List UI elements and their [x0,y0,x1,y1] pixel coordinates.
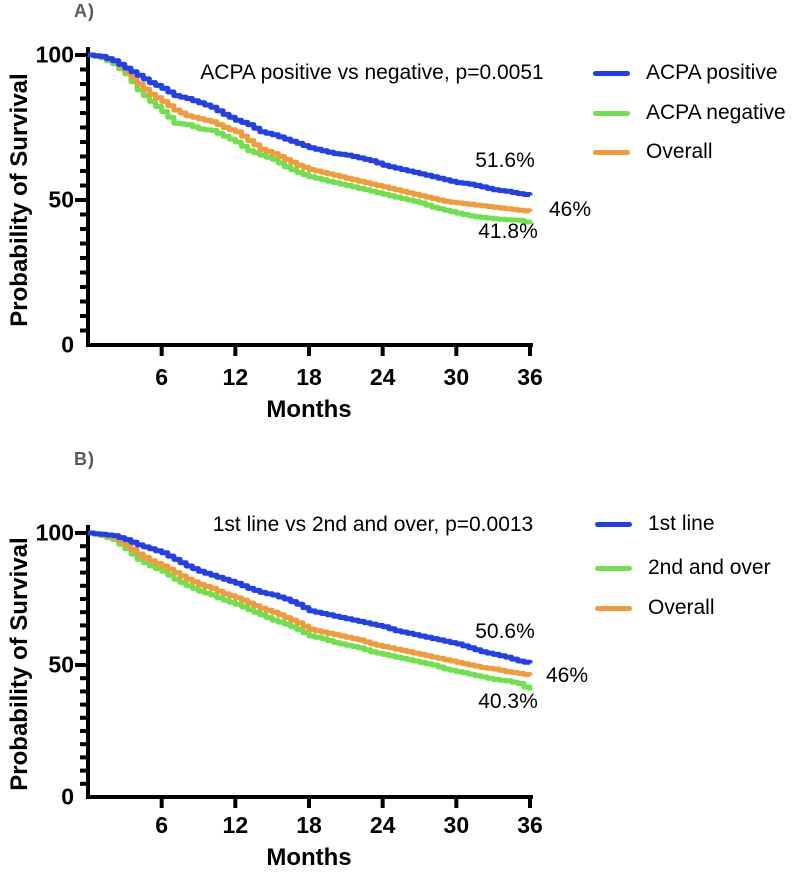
panel-b-legend-item-second-line: 2nd and over [595,556,771,580]
legend-label-first-line: 1st line [648,512,715,535]
survival-curve-overall [88,530,533,677]
x-tick-label-36: 36 [517,364,543,390]
legend-label-acpa-negative: ACPA negative [646,101,786,124]
y-tick-label-0: 0 [61,783,74,810]
panel-b-second-line-final-value: 40.3% [478,690,538,713]
survival-curve-2nd-and-over [88,530,533,691]
panel-a-acpa-positive-final-value: 51.6% [475,149,535,172]
panel-b-label: B) [74,449,95,469]
x-tick-label-6: 6 [155,812,169,838]
panel-a-x-axis-title: Months [266,396,352,423]
legend-label-overall-a: Overall [646,140,713,163]
x-tick-label-12: 12 [222,364,249,390]
legend-label-second-line: 2nd and over [648,556,771,579]
x-tick-label-30: 30 [443,812,470,838]
x-tick-label-36: 36 [517,812,543,838]
panel-a-comparison-title: ACPA positive vs negative, p=0.0051 [200,61,544,84]
panel-b-x-axis-title: Months [266,844,352,871]
panel-b-comparison-title: 1st line vs 2nd and over, p=0.0013 [212,513,534,536]
legend-label-overall-b: Overall [648,596,715,619]
panel-b-overall-final-value: 46% [545,664,589,687]
first-line-line-swatch [595,521,632,527]
panel-b-legend-item-overall: Overall [595,596,715,620]
legend-label-acpa-positive: ACPA positive [646,61,778,84]
x-tick-label-12: 12 [222,812,249,838]
x-tick-label-18: 18 [296,812,322,838]
panel-a-overall-line-swatch [593,149,630,155]
x-tick-label-30: 30 [443,364,470,390]
panel-a-acpa-negative-final-value: 41.8% [478,220,538,243]
y-tick-label-50: 50 [48,186,74,213]
y-tick-label-100: 100 [35,41,74,68]
panel-b-first-line-final-value: 50.6% [475,620,535,643]
x-tick-label-6: 6 [155,364,169,390]
acpa-positive-line-swatch [593,70,630,76]
acpa-negative-line-swatch [593,110,630,116]
survival-curve-acpa-negative [88,52,533,225]
panel-b-legend-item-first-line: 1st line [595,512,715,536]
x-tick-label-24: 24 [369,364,396,390]
panel-b-overall-line-swatch [595,605,632,611]
panel-a-legend-item-overall: Overall [593,140,713,164]
panel-a-legend-item-acpa-positive: ACPA positive [593,61,778,85]
survival-curve-1st-line [88,530,533,665]
survival-curve-overall [88,52,533,214]
survival-curve-acpa-positive [88,52,533,197]
y-tick-label-100: 100 [35,519,74,546]
panel-a-label: A) [74,1,95,21]
y-tick-label-0: 0 [61,331,74,358]
second-line-line-swatch [595,565,632,571]
panel-a-overall-final-value: 46% [548,198,592,221]
y-tick-label-50: 50 [48,651,74,678]
panel-a-legend-item-acpa-negative: ACPA negative [593,101,786,125]
x-tick-label-24: 24 [369,812,396,838]
x-tick-label-18: 18 [296,364,322,390]
